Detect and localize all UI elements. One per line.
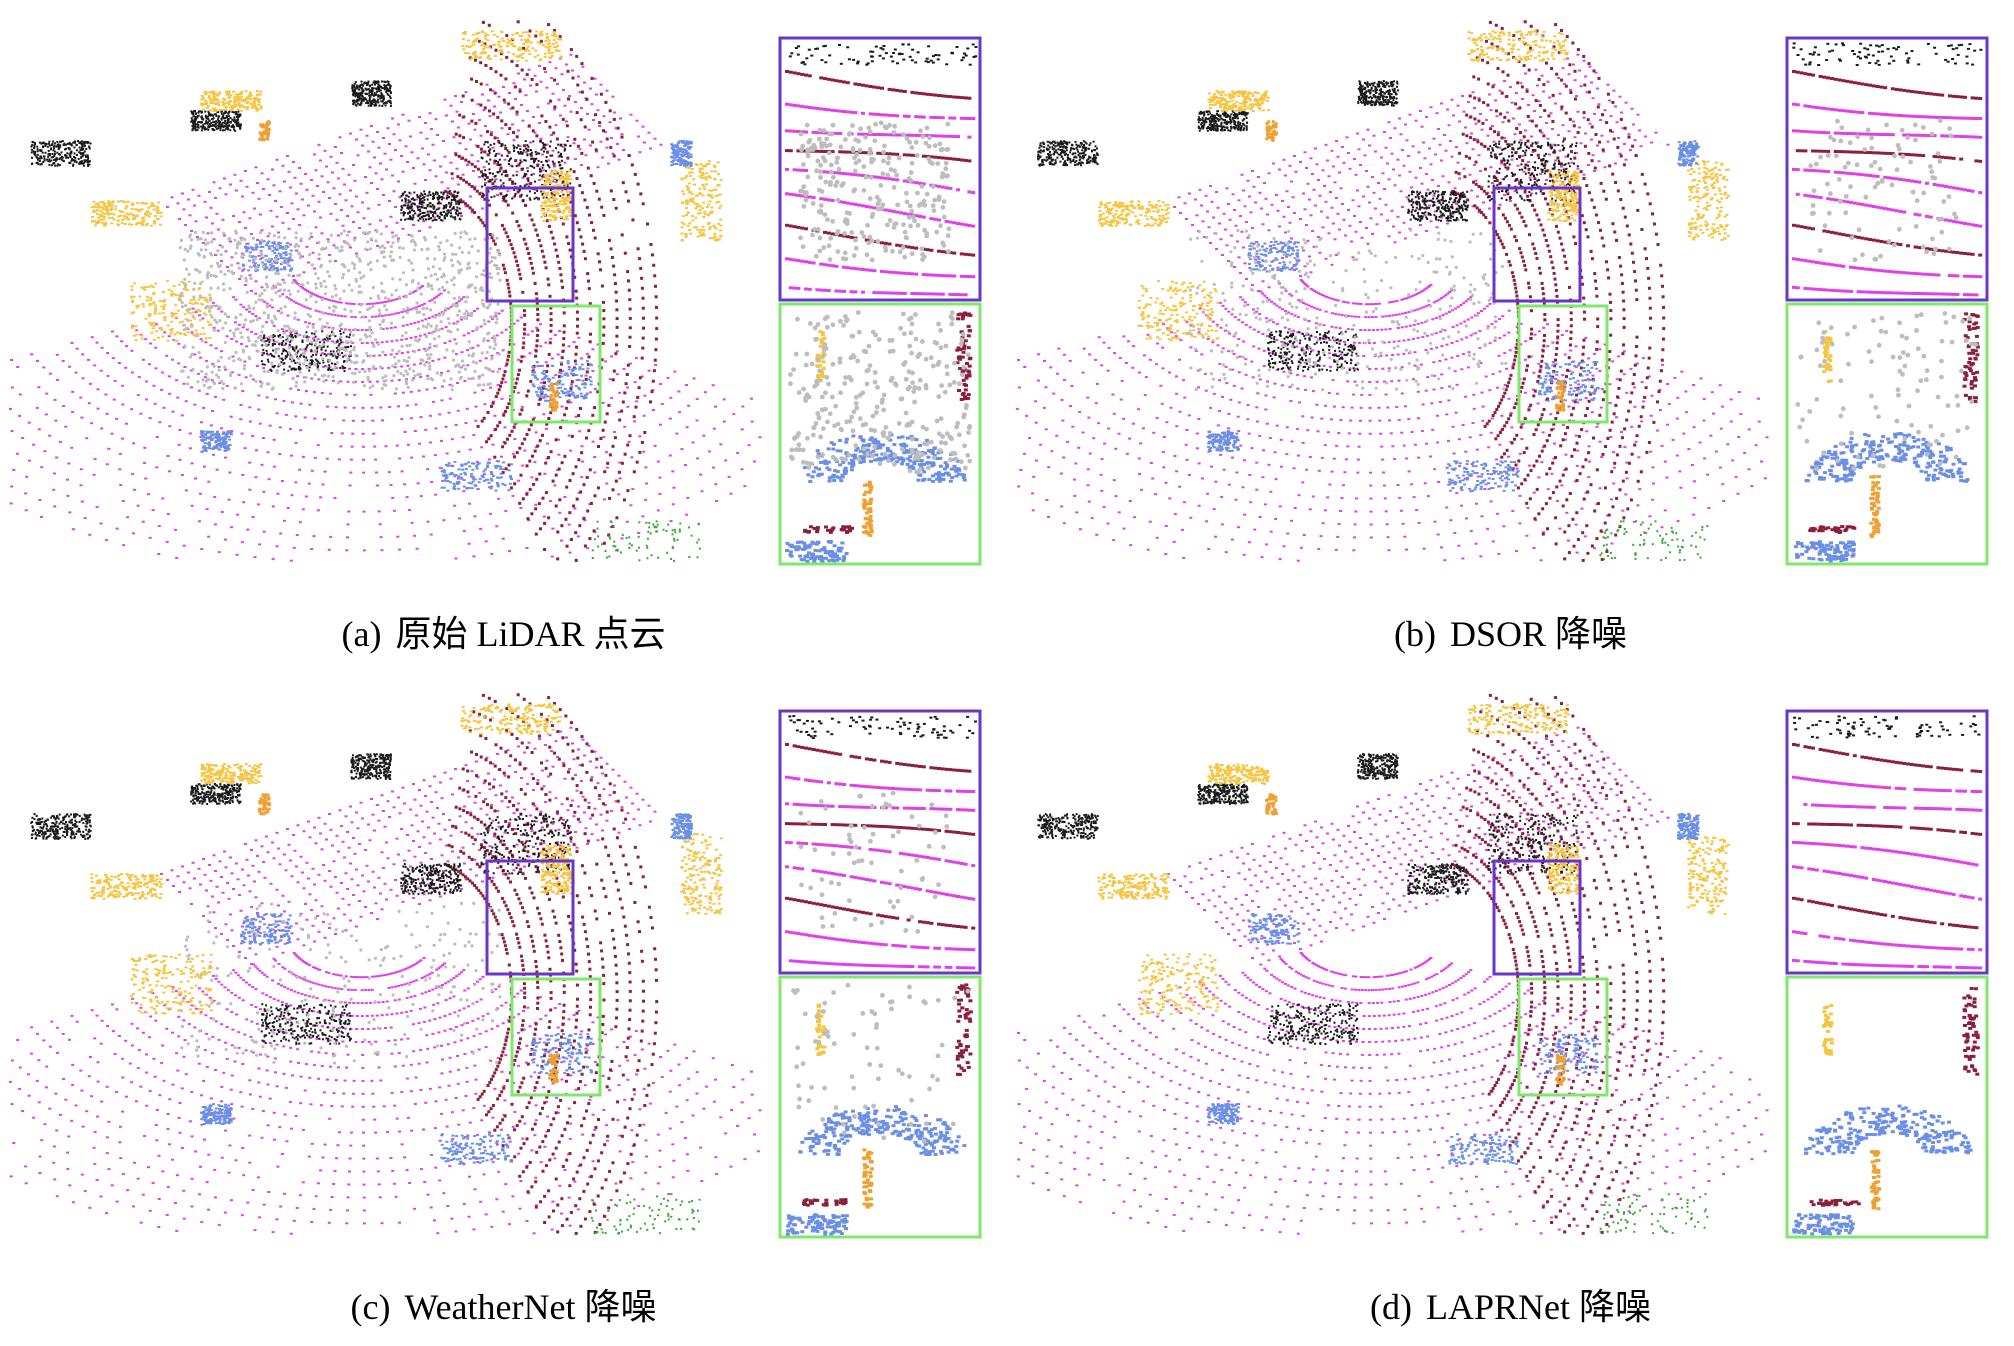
figure-panel-c: (c) WeatherNet 降噪 <box>0 673 1007 1346</box>
lidar-point-cloud-image <box>8 693 982 1239</box>
car-points <box>200 813 693 1165</box>
panel-caption-title: WeatherNet 降噪 <box>404 1287 656 1327</box>
figure-panel-d: (d) LAPRNet 降噪 <box>1007 673 2014 1346</box>
vehicle-points <box>1097 30 1730 342</box>
panel-caption-title: DSOR 降噪 <box>1450 614 1627 654</box>
figure-panel-a: (a) 原始 LiDAR 点云 <box>0 0 1007 673</box>
zoom-inset-top <box>778 709 982 975</box>
car-points <box>200 140 693 492</box>
person-points <box>1265 120 1566 412</box>
building-points <box>30 753 572 1045</box>
zoom-inset-bottom <box>778 975 982 1239</box>
car-points <box>1207 140 1700 492</box>
car-points <box>1207 813 1700 1165</box>
panel-caption-label: (a) <box>342 614 382 654</box>
vehicle-points <box>90 703 723 1015</box>
road-points <box>8 726 762 1235</box>
point-cloud-scene <box>8 20 762 562</box>
road-points <box>1016 726 1769 1235</box>
zoom-region-bottom-marker <box>1517 977 1609 1097</box>
noise-points <box>178 229 502 392</box>
zoom-region-top-marker <box>485 186 575 303</box>
vegetation-points <box>1599 520 1709 562</box>
panel-caption-title: 原始 LiDAR 点云 <box>395 614 665 654</box>
person-points <box>258 793 559 1084</box>
zoom-inset-bottom <box>1785 302 1989 566</box>
zoom-inset-bottom <box>1785 975 1989 1239</box>
road-points <box>1015 53 1769 562</box>
vegetation-points <box>590 1193 701 1235</box>
zoom-region-top-marker <box>485 859 575 976</box>
panel-caption: (c) WeatherNet 降噪 <box>0 1285 1007 1329</box>
sidewalk-points <box>444 693 659 1235</box>
panel-caption-label: (c) <box>351 1287 391 1327</box>
lidar-point-cloud-image <box>1016 693 1989 1239</box>
building-points <box>1037 753 1579 1045</box>
sidewalk-points <box>444 20 659 562</box>
building-points <box>1037 80 1579 372</box>
lidar-point-cloud-image <box>1015 20 1989 566</box>
panel-caption: (a) 原始 LiDAR 点云 <box>0 612 1007 656</box>
noise-points <box>1187 228 1508 392</box>
zoom-inset-top <box>1785 36 1989 302</box>
zoom-region-top-marker <box>1492 186 1582 303</box>
panel-caption-title: LAPRNet 降噪 <box>1426 1287 1651 1327</box>
figure-panel-b: (b) DSOR 降噪 <box>1007 0 2014 673</box>
noise-points <box>179 901 502 1065</box>
sidewalk-points <box>1451 693 1666 1235</box>
panel-caption: (d) LAPRNet 降噪 <box>1007 1285 2014 1329</box>
point-cloud-scene <box>1016 693 1769 1235</box>
zoom-region-top-marker <box>1492 859 1582 976</box>
vehicle-points <box>90 30 723 342</box>
person-points <box>258 120 559 412</box>
person-points <box>1265 793 1566 1086</box>
vehicle-points <box>1097 703 1730 1015</box>
zoom-region-bottom-marker <box>1517 304 1609 424</box>
panel-caption: (b) DSOR 降噪 <box>1007 612 2014 656</box>
zoom-region-bottom-marker <box>510 977 602 1097</box>
zoom-region-bottom-marker <box>510 304 602 424</box>
vegetation-points <box>591 520 701 562</box>
panel-caption-label: (d) <box>1370 1287 1412 1327</box>
vegetation-points <box>1599 1193 1709 1235</box>
point-cloud-scene <box>8 693 762 1235</box>
zoom-inset-top <box>1785 709 1989 975</box>
zoom-inset-top <box>778 36 982 302</box>
building-points <box>30 80 572 372</box>
panel-caption-label: (b) <box>1394 614 1436 654</box>
lidar-point-cloud-image <box>8 20 982 566</box>
road-points <box>8 53 762 562</box>
zoom-inset-bottom <box>778 302 982 566</box>
point-cloud-scene <box>1015 20 1769 562</box>
